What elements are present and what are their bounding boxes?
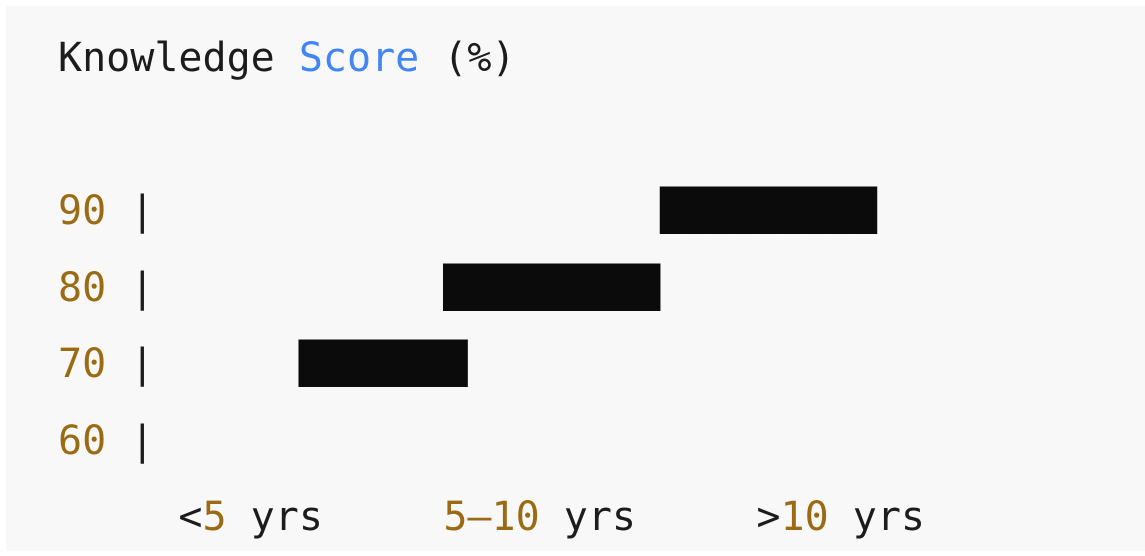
token: 60 xyxy=(58,417,107,464)
token: yrs xyxy=(226,494,444,540)
token: | xyxy=(106,417,155,464)
token: 80 xyxy=(58,264,107,311)
token: 70 xyxy=(58,341,107,387)
axis-line: 60 | xyxy=(58,403,925,480)
token: | xyxy=(106,264,444,311)
bar: ███████ xyxy=(298,341,468,387)
token: 90 xyxy=(58,188,107,234)
bar: █████████ xyxy=(443,264,661,311)
token: 5–10 xyxy=(443,494,540,540)
code-text: Knowledge Score (%) 90 | █████████ 80 | ██… xyxy=(58,20,925,556)
token: 5 xyxy=(202,494,227,540)
token: | xyxy=(106,188,661,234)
blank-line xyxy=(58,97,925,174)
token: Score xyxy=(298,35,420,81)
token: yrs > xyxy=(539,494,781,540)
token: | xyxy=(106,341,299,387)
label-line: <5 yrs 5–10 yrs >10 yrs xyxy=(58,479,925,556)
token: Knowledge xyxy=(58,35,299,81)
token: < xyxy=(58,494,203,540)
token: (%) xyxy=(419,35,516,81)
bar-line: 70 | ███████ xyxy=(58,326,925,403)
token: yrs xyxy=(828,494,925,540)
bar: █████████ xyxy=(660,188,877,234)
code-block: Knowledge Score (%) 90 | █████████ 80 | ██… xyxy=(6,6,1145,551)
token: 10 xyxy=(780,494,829,540)
bar-line: 90 | █████████ xyxy=(58,173,925,250)
bar-line: 80 | █████████ xyxy=(58,250,925,327)
title-line: Knowledge Score (%) xyxy=(58,20,925,97)
